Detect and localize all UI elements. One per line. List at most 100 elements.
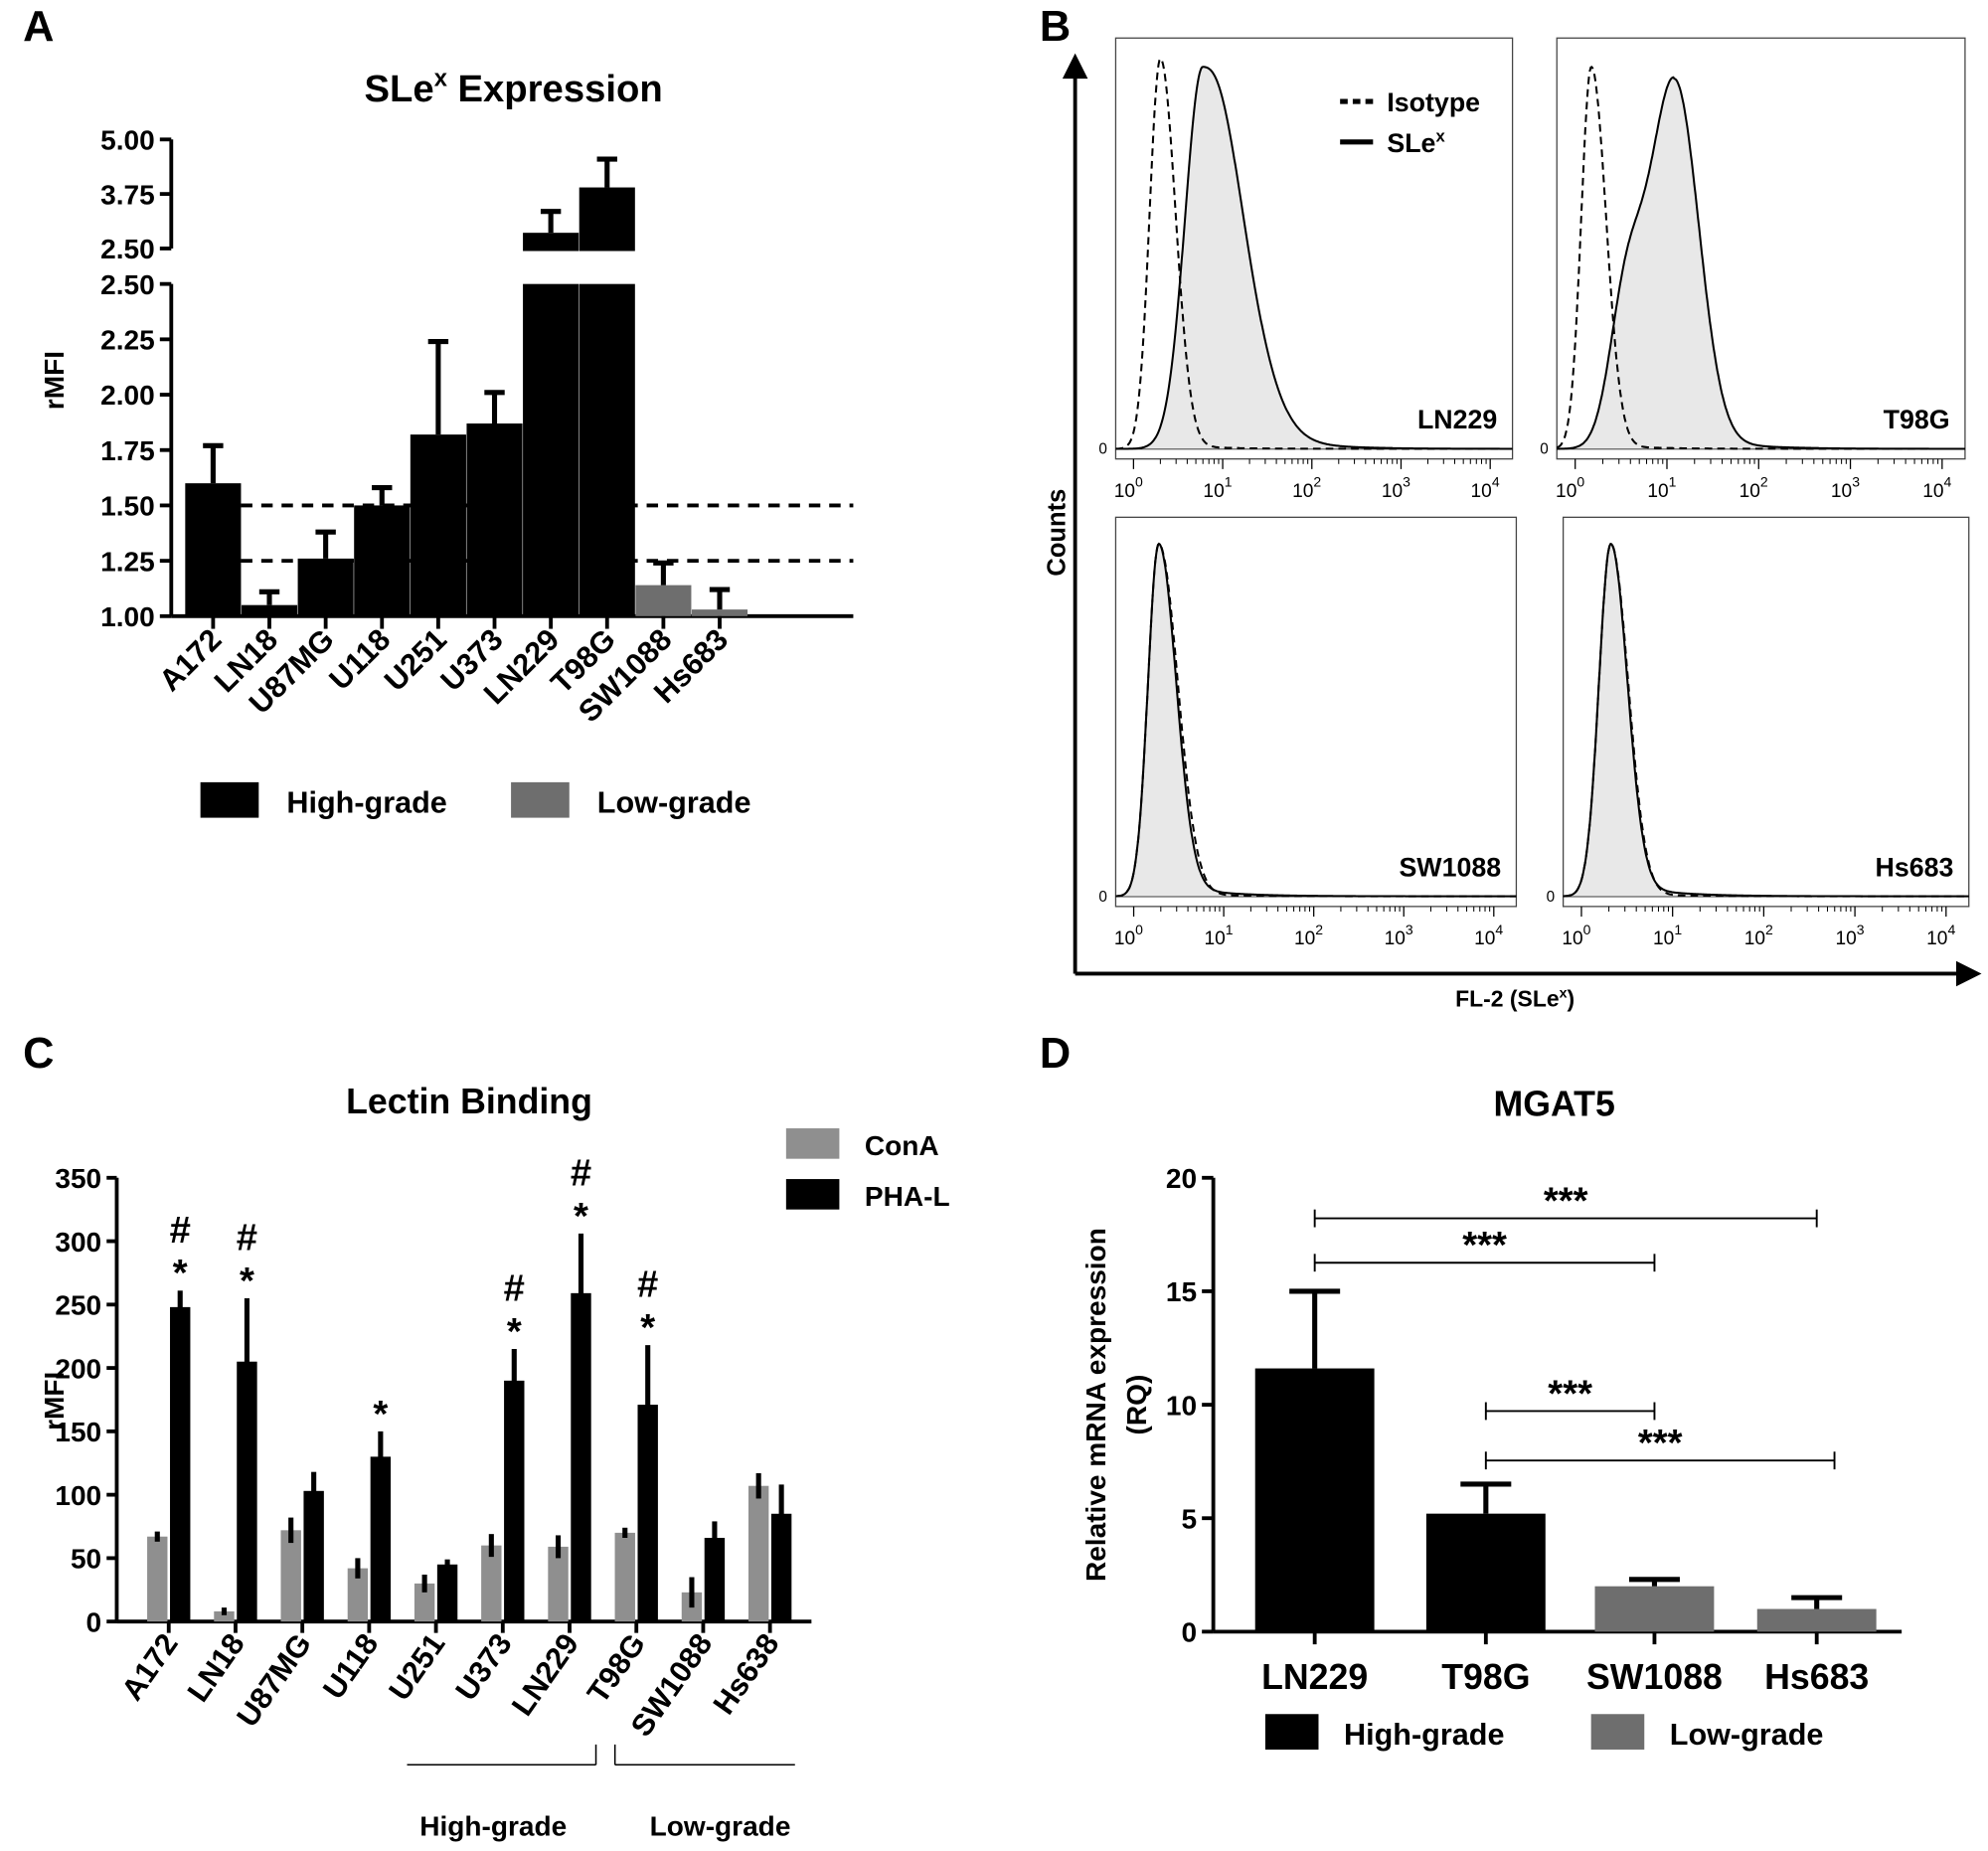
legend-label: Low-grade — [1670, 1718, 1824, 1752]
isotype-histogram-line — [1556, 66, 1965, 450]
bar — [185, 483, 242, 616]
legend-swatch — [785, 1179, 840, 1210]
tick-exponent: 3 — [1857, 922, 1865, 937]
tick-base: 10 — [1562, 928, 1582, 949]
x-tick-label: 101 — [1204, 922, 1233, 949]
legend-label: High-grade — [286, 785, 446, 819]
bar-pha-l — [436, 1564, 458, 1622]
y-tick-label: 300 — [55, 1227, 101, 1258]
chart-title: Lectin Binding — [346, 1082, 592, 1121]
bar-pha-l — [237, 1361, 257, 1622]
slex-histogram-fill — [1115, 67, 1513, 449]
y-tick-label: 150 — [55, 1417, 101, 1447]
x-tick-label: 102 — [1744, 922, 1773, 949]
legend-swatch — [200, 781, 259, 818]
significance-label: *** — [1638, 1422, 1683, 1464]
y-tick-label: 5.00 — [100, 124, 155, 155]
x-tick-label: 100 — [1114, 922, 1143, 949]
bar-cona — [548, 1546, 569, 1622]
legend-label: ConA — [865, 1130, 939, 1161]
y-tick-label: 1.25 — [100, 546, 155, 577]
histogram-frame — [1114, 516, 1518, 908]
legend-label-sup: x — [1435, 126, 1445, 145]
y-tick-label: 15 — [1166, 1276, 1197, 1307]
legend-label-main: SLe — [1387, 128, 1435, 158]
isotype-histogram-line — [1563, 542, 1969, 898]
x-tick-label: 103 — [1385, 922, 1413, 949]
x-tick-label: 103 — [1835, 922, 1864, 949]
tick-base: 10 — [1647, 481, 1668, 502]
bar-pha-l — [170, 1306, 191, 1622]
chart-title-sup: x — [434, 67, 448, 92]
tick-base: 10 — [1382, 481, 1403, 502]
y-tick-label: 200 — [55, 1353, 101, 1384]
bar-pha-l — [370, 1456, 392, 1622]
tick-base: 10 — [1203, 481, 1224, 502]
tick-exponent: 3 — [1406, 922, 1413, 937]
tick-base: 10 — [1385, 928, 1406, 949]
y-tick-label: 1.50 — [100, 491, 155, 522]
bar-cona — [614, 1532, 635, 1622]
tick-base: 10 — [1744, 928, 1765, 949]
significance-star: * — [507, 1310, 522, 1353]
y-tick-label: 5 — [1181, 1503, 1197, 1534]
x-tick-label: 101 — [1647, 474, 1676, 502]
tick-exponent: 0 — [1135, 922, 1143, 937]
isotype-histogram-line — [1115, 542, 1517, 898]
tick-base: 10 — [1474, 928, 1495, 949]
bar — [1756, 1608, 1877, 1632]
significance-hash: # — [170, 1209, 191, 1252]
tick-exponent: 2 — [1760, 474, 1768, 490]
slex-histogram-fill — [1115, 543, 1517, 897]
legend-label: High-grade — [1344, 1718, 1504, 1752]
x-tick-label: 104 — [1922, 474, 1951, 502]
x-axis-label-rest: ) — [1568, 986, 1575, 1012]
significance-hash: # — [571, 1151, 591, 1194]
significance-label: *** — [1544, 1180, 1588, 1223]
x-axis-label: FL-2 (SLex) — [1455, 985, 1574, 1011]
tick-base: 10 — [1922, 481, 1943, 502]
x-tick-label: U118 — [323, 622, 398, 697]
bar-cona — [414, 1583, 435, 1622]
y-zero-label: 0 — [1540, 441, 1549, 458]
bar — [635, 585, 692, 616]
x-tick-label: Hs638 — [707, 1627, 786, 1720]
arrow-right-icon — [1955, 960, 1982, 987]
legend-swatch — [1590, 1714, 1645, 1750]
tick-exponent: 4 — [1947, 922, 1955, 937]
isotype-histogram-line — [1115, 57, 1513, 450]
histogram-label: SW1088 — [1399, 852, 1501, 882]
x-axis-label-sup: x — [1560, 985, 1568, 1001]
y-tick-label: 0 — [1181, 1617, 1197, 1648]
x-tick-label: 104 — [1471, 474, 1500, 502]
bar — [1425, 1513, 1546, 1632]
y-axis-label: Relative mRNA expression — [1080, 1228, 1111, 1582]
tick-base: 10 — [1653, 928, 1674, 949]
tick-exponent: 2 — [1315, 922, 1323, 937]
histogram-frame — [1556, 37, 1966, 460]
y-tick-label: 10 — [1166, 1390, 1197, 1421]
x-tick-label: U373 — [449, 1627, 519, 1706]
bar-lower — [523, 283, 580, 616]
y-zero-label: 0 — [1547, 889, 1556, 906]
bar-cona — [214, 1610, 235, 1622]
y-tick-label: 2.25 — [100, 325, 155, 356]
panel-label-C: C — [23, 1030, 54, 1078]
y-tick-label: 50 — [71, 1544, 101, 1575]
y-tick-label: 0 — [86, 1606, 102, 1637]
tick-exponent: 2 — [1765, 922, 1773, 937]
tick-base: 10 — [1471, 481, 1492, 502]
significance-star: * — [373, 1393, 388, 1435]
group-label: High-grade — [419, 1811, 567, 1842]
tick-exponent: 4 — [1492, 474, 1500, 490]
bar — [410, 434, 466, 616]
x-tick-label: 103 — [1382, 474, 1410, 502]
y-tick-label: 100 — [55, 1480, 101, 1511]
x-tick-label: LN18 — [181, 1627, 251, 1708]
bar-upper — [523, 233, 580, 252]
slex-histogram-fill — [1557, 77, 1965, 449]
significance-label: *** — [1462, 1224, 1507, 1266]
bar-cona — [481, 1545, 502, 1622]
y-axis-label: Counts — [1043, 489, 1071, 577]
significance-hash: # — [504, 1267, 525, 1310]
